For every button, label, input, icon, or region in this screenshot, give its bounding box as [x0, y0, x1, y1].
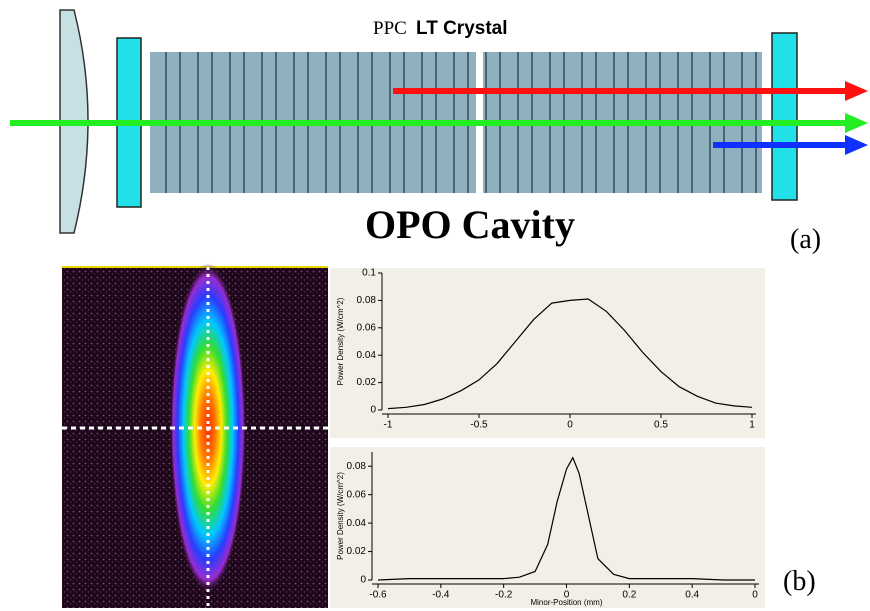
y-tick-label: 0.02	[347, 546, 367, 557]
y-tick-label: 0	[360, 575, 366, 586]
cavity-label: OPO Cavity	[365, 202, 575, 247]
y-tick-label: 0.1	[362, 268, 376, 279]
y-tick-label: 0.08	[347, 461, 367, 472]
y-tick-label: 0.08	[357, 295, 377, 306]
y-axis-label: Power Density (W/cm^2)	[336, 297, 345, 385]
x-tick-label: -1	[384, 420, 393, 431]
pump-arrowhead	[845, 113, 868, 133]
output-mirror	[772, 33, 797, 200]
signal-arrowhead	[845, 81, 868, 101]
y-tick-label: 0.06	[347, 489, 367, 500]
y-tick-label: 0	[370, 405, 376, 416]
y-axis-label: Power Density (W/cm^2)	[336, 472, 345, 560]
chart-panel	[330, 268, 765, 438]
x-tick-label: -0.6	[369, 590, 387, 601]
y-tick-label: 0.02	[357, 377, 377, 388]
panel-b-label: (b)	[783, 566, 816, 597]
crystal-label-prefix: PPC	[373, 18, 407, 39]
figure: PPC LT Crystal OPO Cavity (a) (b) 0 0.02 0…	[0, 0, 870, 611]
x-tick-label: 0	[752, 590, 758, 601]
x-axis-label: Minor-Position (mm)	[530, 598, 602, 607]
y-tick-label: 0.06	[357, 322, 377, 333]
x-tick-label: 0.5	[654, 420, 668, 431]
crystal-label: LT Crystal	[416, 18, 508, 39]
y-tick-label: 0.04	[347, 518, 367, 529]
x-tick-label: -0.4	[432, 590, 450, 601]
panel-a-label: (a)	[790, 224, 821, 255]
idler-arrowhead	[845, 135, 868, 155]
x-tick-label: -0.5	[470, 420, 488, 431]
x-tick-label: 0	[567, 420, 573, 431]
x-tick-label: 0.2	[622, 590, 636, 601]
x-tick-label: 1	[749, 420, 755, 431]
y-tick-label: 0.04	[357, 350, 377, 361]
x-tick-label: -0.2	[495, 590, 513, 601]
x-tick-label: 0.4	[685, 590, 699, 601]
